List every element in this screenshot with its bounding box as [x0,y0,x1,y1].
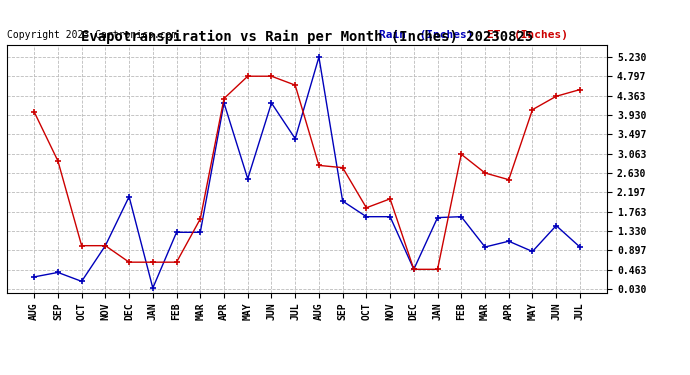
Text: Copyright 2023 Cartronics.com: Copyright 2023 Cartronics.com [7,30,177,40]
Title: Evapotranspiration vs Rain per Month (Inches) 20230825: Evapotranspiration vs Rain per Month (In… [81,30,533,44]
Text: Rain  (Inches): Rain (Inches) [379,30,473,40]
Text: ET  (Inches): ET (Inches) [487,30,568,40]
